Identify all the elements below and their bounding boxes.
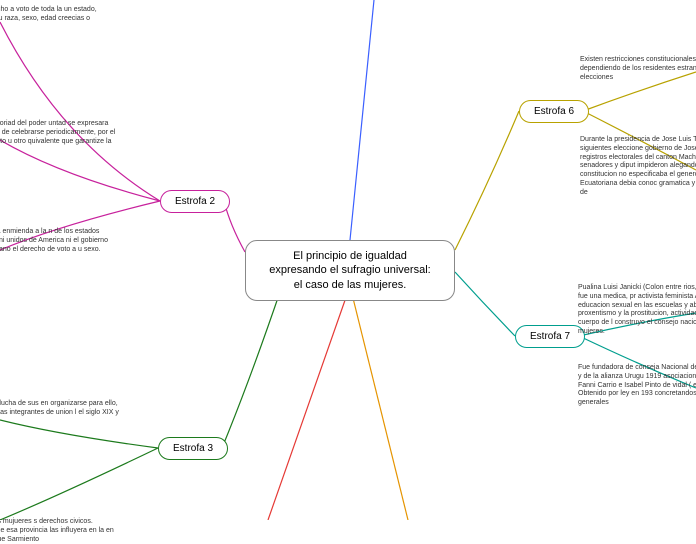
leaf-estrofa7-0: Pualina Luisi Janicki (Colon entre rios,… (578, 284, 696, 337)
branch-estrofa6[interactable]: Estrofa 6 (519, 100, 589, 123)
branch-estrofa7[interactable]: Estrofa 7 (515, 325, 585, 348)
leaf-estrofa2-2: aprueba la decimonovena enmienda a la n … (0, 228, 120, 254)
leaf-estrofa6-0: Existen restricciones constitucionales e… (580, 56, 696, 82)
leaf-estrofa6-1: Durante la presidencia de Jose Luis Tam … (580, 136, 696, 197)
center-topic[interactable]: El principio de igualdadexpresando el su… (245, 240, 455, 301)
leaf-estrofa7-1: Fue fundadora de conseja Nacional de Muj… (578, 364, 696, 408)
leaf-estrofa2-0: iversal consiste en el drecho a voto de … (0, 6, 120, 32)
leaf-estrofa2-1: ueblo es la base de la autoriad del pode… (0, 120, 120, 155)
leaf-estrofa3-0: res en preocuparse en la lucha de sus en… (0, 400, 120, 426)
branch-estrofa3[interactable]: Estrofa 3 (158, 437, 228, 460)
leaf-estrofa3-1: ia de San Juan, donde las mujueres s der… (0, 518, 120, 544)
branch-estrofa2[interactable]: Estrofa 2 (160, 190, 230, 213)
